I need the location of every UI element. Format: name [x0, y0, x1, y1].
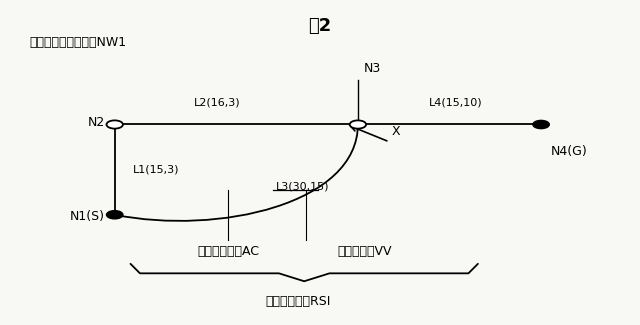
Text: L4(15,10): L4(15,10)	[429, 97, 483, 107]
Text: L1(15,3): L1(15,3)	[132, 165, 179, 175]
Text: N3: N3	[364, 62, 381, 75]
Circle shape	[349, 120, 366, 129]
Text: N1(S): N1(S)	[70, 210, 105, 223]
Text: N2: N2	[88, 116, 105, 129]
Text: N4(G): N4(G)	[550, 145, 588, 158]
Text: 平均コスト値AC: 平均コスト値AC	[197, 245, 259, 258]
Text: X: X	[392, 125, 401, 138]
Text: L2(16,3): L2(16,3)	[194, 97, 241, 107]
Circle shape	[533, 120, 549, 129]
Circle shape	[106, 120, 123, 129]
Text: L3(30,15): L3(30,15)	[276, 181, 330, 191]
Circle shape	[106, 211, 123, 219]
Text: ばらつき値VV: ばらつき値VV	[337, 245, 392, 258]
Text: ネットワークデータNW1: ネットワークデータNW1	[29, 36, 127, 49]
Text: 経路探索情報RSI: 経路探索情報RSI	[265, 295, 331, 308]
Text: 図2: 図2	[308, 17, 332, 35]
